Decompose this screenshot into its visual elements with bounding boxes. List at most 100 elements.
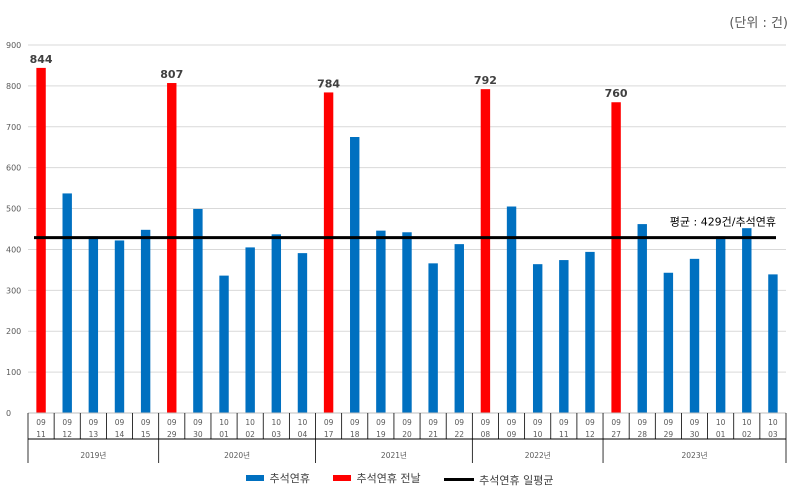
x-tick-day: 02 bbox=[742, 430, 752, 439]
x-tick-day: 10 bbox=[533, 430, 543, 439]
y-tick-label: 900 bbox=[6, 41, 21, 50]
x-tick-day: 30 bbox=[690, 430, 700, 439]
x-tick-day: 08 bbox=[481, 430, 491, 439]
y-tick-label: 600 bbox=[6, 164, 21, 173]
x-tick-day: 01 bbox=[716, 430, 726, 439]
legend-label-eve: 추석연휴 전날 bbox=[356, 472, 421, 485]
bar-normal bbox=[350, 137, 360, 413]
x-tick-month: 09 bbox=[481, 418, 491, 427]
bar-normal bbox=[140, 229, 151, 413]
x-tick-month: 09 bbox=[611, 418, 621, 427]
y-tick-label: 300 bbox=[6, 286, 21, 295]
x-tick-day: 04 bbox=[298, 430, 308, 439]
x-tick-day: 28 bbox=[637, 430, 647, 439]
bar-eve bbox=[36, 67, 46, 414]
x-tick-day: 02 bbox=[245, 430, 255, 439]
x-tick-day: 21 bbox=[428, 430, 438, 439]
x-tick-month: 09 bbox=[36, 418, 46, 427]
bar-eve bbox=[323, 92, 334, 413]
y-tick-label: 500 bbox=[6, 205, 21, 214]
x-tick-day: 09 bbox=[507, 430, 517, 439]
x-tick-month: 09 bbox=[533, 418, 543, 427]
bar-normal bbox=[532, 264, 543, 413]
unit-label: (단위 : 건) bbox=[729, 16, 788, 31]
bar-normal bbox=[585, 251, 595, 413]
bar-value-label: 760 bbox=[605, 87, 628, 100]
x-tick-month: 09 bbox=[455, 418, 465, 427]
x-tick-month: 09 bbox=[559, 418, 569, 427]
x-tick-month: 09 bbox=[89, 418, 99, 427]
bar-eve bbox=[611, 102, 621, 413]
x-tick-day: 12 bbox=[585, 430, 595, 439]
x-tick-day: 15 bbox=[141, 430, 151, 439]
bar-normal bbox=[297, 253, 308, 413]
x-tick-month: 09 bbox=[507, 418, 517, 427]
bar-value-label: 792 bbox=[474, 74, 497, 87]
bar-normal bbox=[62, 193, 72, 413]
bar-normal bbox=[402, 232, 412, 413]
bar-normal bbox=[245, 247, 255, 413]
x-tick-month: 09 bbox=[350, 418, 360, 427]
bar-normal bbox=[663, 272, 674, 413]
year-label: 2020년 bbox=[224, 450, 250, 460]
x-tick-month: 09 bbox=[115, 418, 125, 427]
x-tick-month: 10 bbox=[272, 418, 282, 427]
x-tick-month: 09 bbox=[664, 418, 674, 427]
average-label: 평균 : 429건/추석연휴 bbox=[670, 216, 776, 229]
x-tick-month: 09 bbox=[167, 418, 177, 427]
bar-normal bbox=[193, 208, 203, 413]
bar-normal bbox=[428, 263, 438, 413]
x-tick-day: 19 bbox=[376, 430, 386, 439]
x-tick-day: 12 bbox=[62, 430, 72, 439]
x-tick-day: 22 bbox=[455, 430, 465, 439]
legend-label-avg: 추석연휴 일평균 bbox=[479, 473, 554, 487]
bar-normal bbox=[376, 230, 386, 413]
bar-chart: 0 100 200 300 400 500 600 700 800 900 844 09 11 09 12 0… bbox=[6, 41, 787, 463]
x-tick-month: 09 bbox=[376, 418, 386, 427]
legend-swatch-eve bbox=[333, 475, 352, 481]
x-tick-day: 11 bbox=[36, 430, 46, 439]
bar-value-label: 784 bbox=[317, 77, 340, 90]
bar-normal bbox=[454, 244, 464, 413]
x-tick-day: 29 bbox=[664, 430, 674, 439]
year-label: 2019년 bbox=[80, 450, 106, 460]
y-tick-label: 100 bbox=[6, 368, 21, 377]
legend-line-avg bbox=[444, 478, 475, 481]
bar-normal bbox=[114, 240, 125, 413]
bar-normal bbox=[715, 236, 726, 413]
bar-normal bbox=[506, 206, 517, 413]
y-tick-label: 700 bbox=[6, 123, 21, 132]
x-tick-month: 09 bbox=[193, 418, 203, 427]
bar-normal bbox=[637, 224, 647, 413]
x-tick-day: 29 bbox=[167, 430, 177, 439]
x-tick-month: 09 bbox=[62, 418, 72, 427]
bar-normal bbox=[219, 275, 229, 413]
bar-value-label: 807 bbox=[160, 68, 183, 81]
legend: 추석연휴 추석연휴 전날 추석연휴 일평균 bbox=[0, 470, 800, 488]
x-tick-day: 01 bbox=[219, 430, 229, 439]
x-tick-day: 30 bbox=[193, 430, 203, 439]
x-tick-month: 10 bbox=[716, 418, 726, 427]
bar-normal bbox=[559, 260, 569, 413]
year-label: 2023년 bbox=[682, 450, 708, 460]
y-tick-label: 200 bbox=[6, 327, 21, 336]
bar-eve bbox=[167, 83, 177, 413]
x-tick-day: 20 bbox=[402, 430, 412, 439]
legend-label-normal: 추석연휴 bbox=[269, 472, 310, 485]
x-tick-month: 09 bbox=[690, 418, 700, 427]
year-label: 2021년 bbox=[381, 450, 407, 460]
x-tick-day: 11 bbox=[559, 430, 569, 439]
x-tick-month: 10 bbox=[298, 418, 308, 427]
y-tick-label: 800 bbox=[6, 82, 21, 91]
y-tick-label: 400 bbox=[6, 245, 21, 254]
x-tick-day: 18 bbox=[350, 430, 360, 439]
x-tick-day: 14 bbox=[115, 430, 125, 439]
x-tick-month: 09 bbox=[141, 418, 151, 427]
x-tick-month: 09 bbox=[585, 418, 595, 427]
x-tick-month: 10 bbox=[768, 418, 778, 427]
x-tick-month: 09 bbox=[402, 418, 412, 427]
legend-item-normal: 추석연휴 bbox=[246, 470, 310, 486]
y-tick-label: 0 bbox=[6, 409, 11, 418]
x-tick-month: 09 bbox=[428, 418, 438, 427]
bar-normal bbox=[768, 274, 778, 413]
